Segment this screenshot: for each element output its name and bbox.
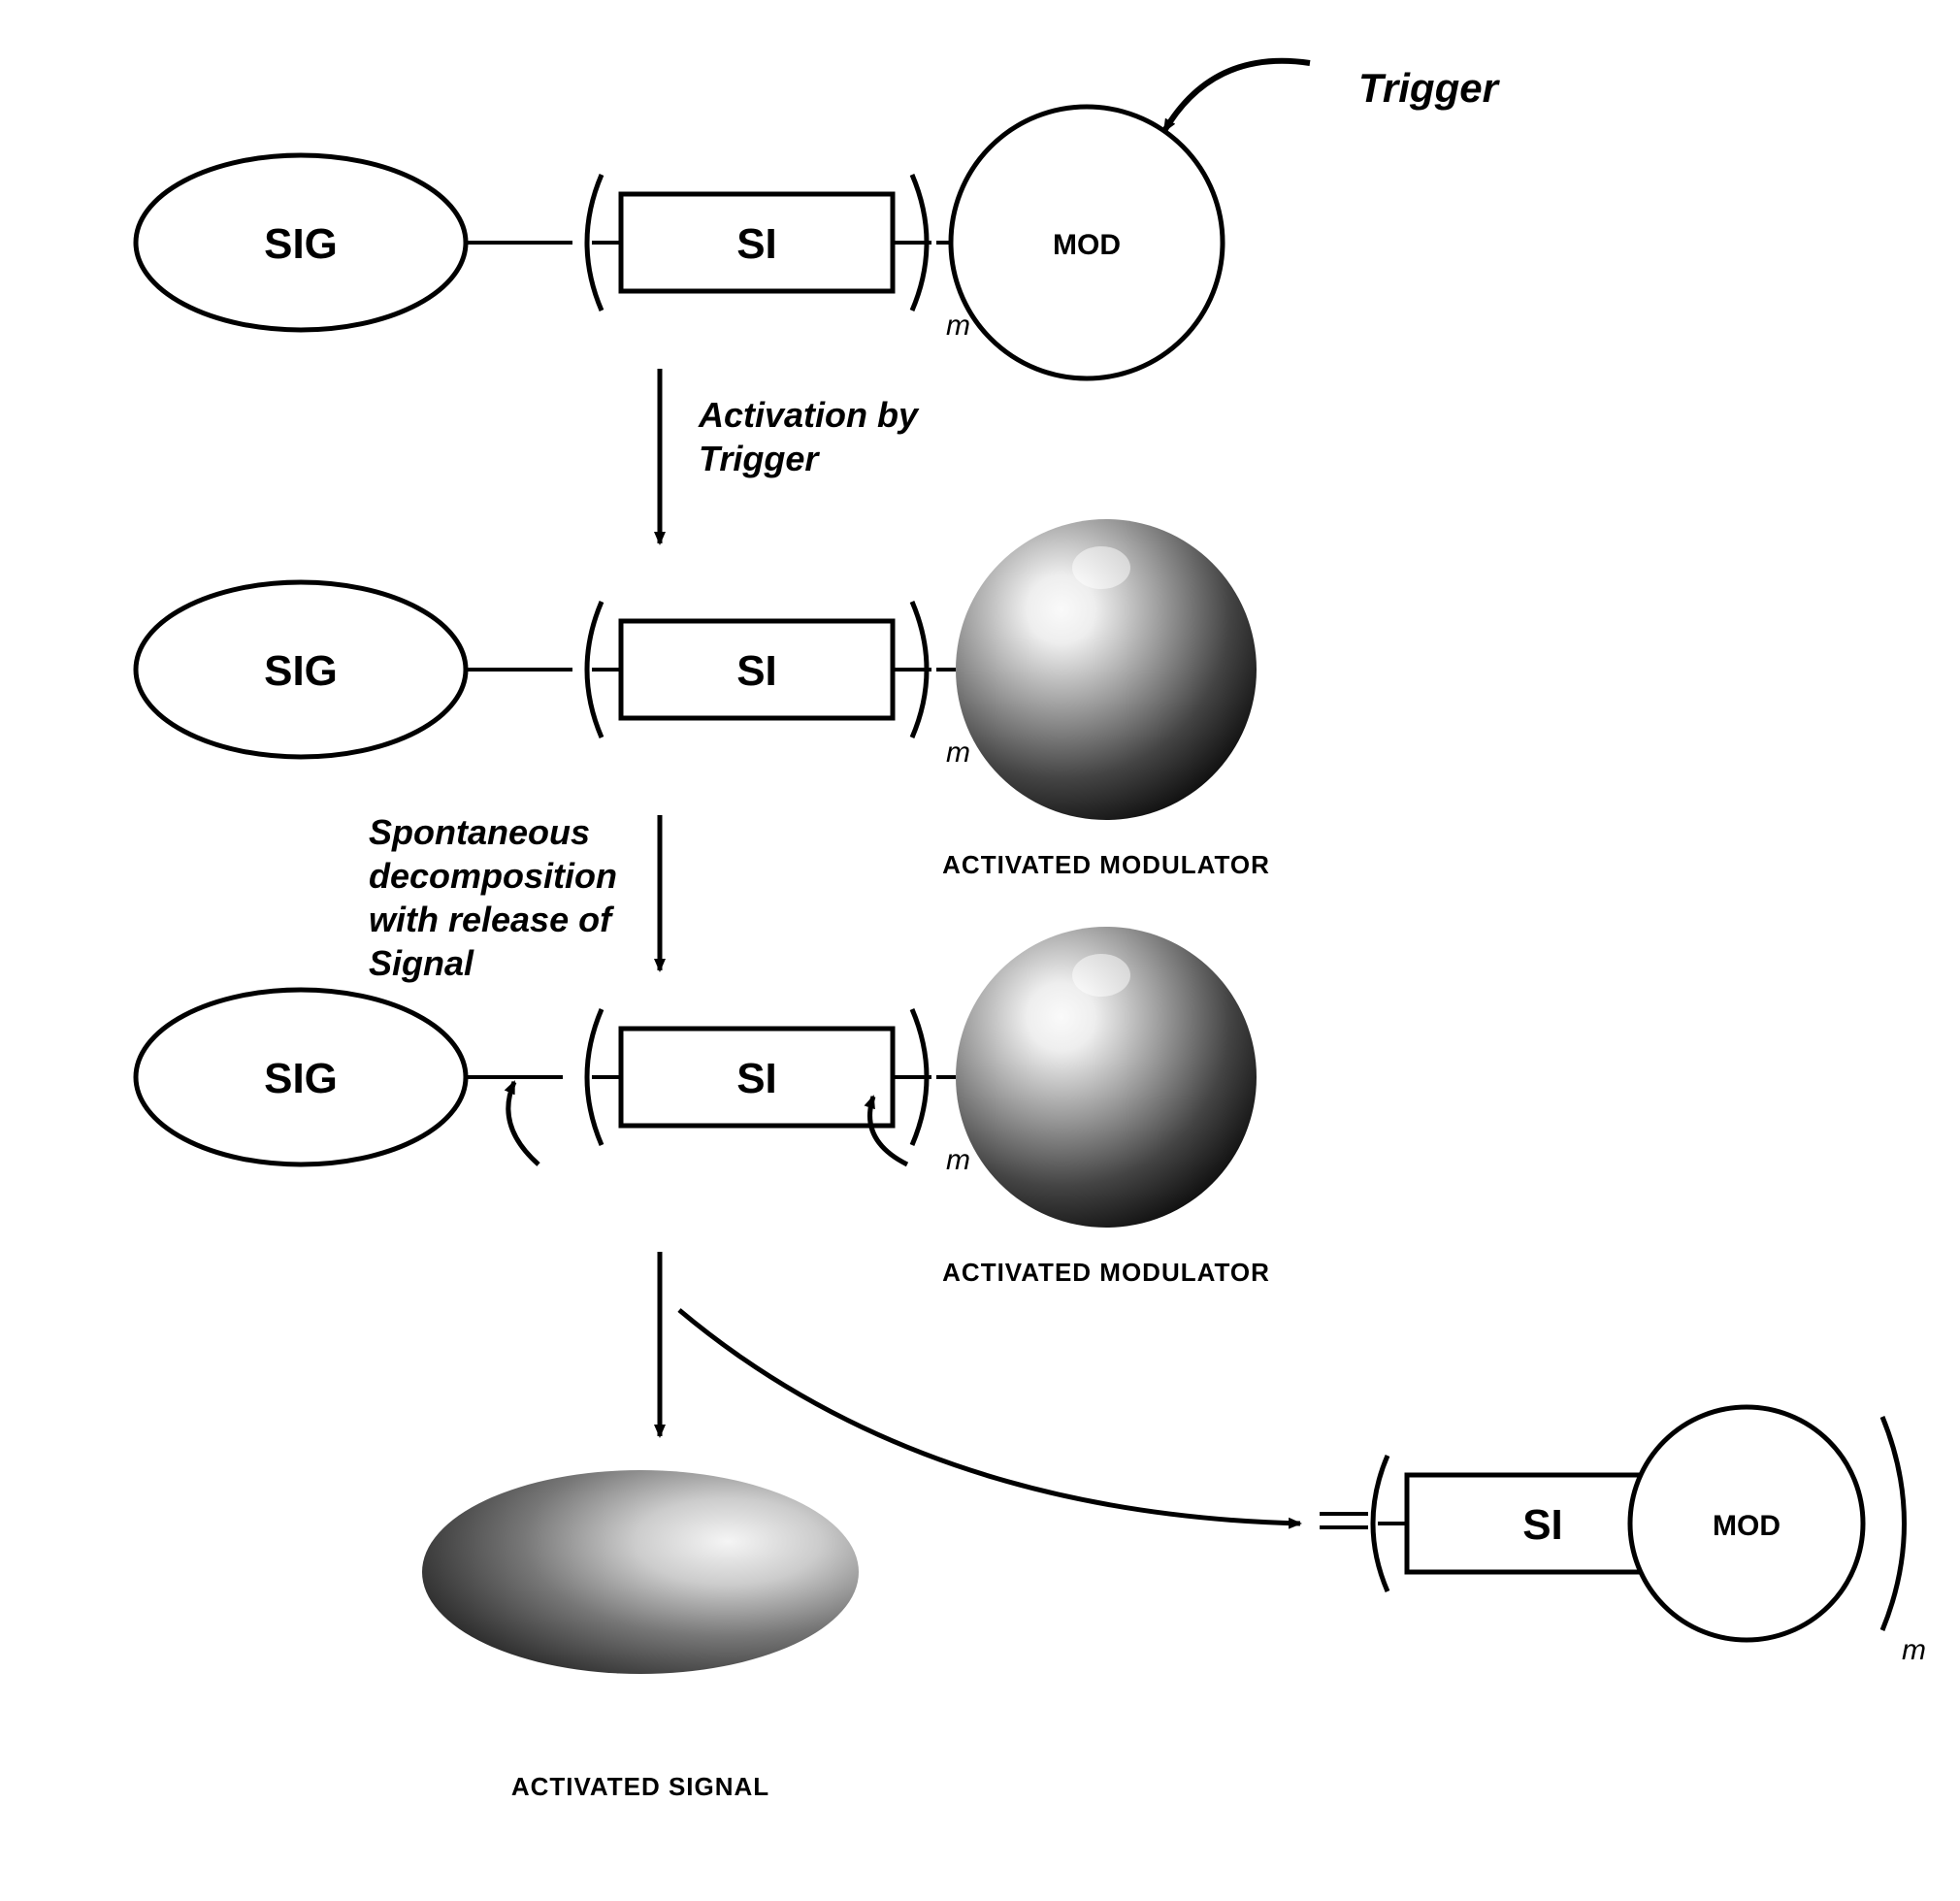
sig-label-1: SIG: [264, 220, 338, 268]
trigger-label: Trigger: [1358, 65, 1501, 111]
si-label-2: SI: [736, 647, 777, 695]
si-label-3: SI: [736, 1055, 777, 1102]
activated-mod-label-1: ACTIVATED MODULATOR: [942, 850, 1270, 879]
mod-label-2: MOD: [1713, 1510, 1780, 1542]
sphere-highlight-2: [1072, 954, 1130, 997]
m-label-3: m: [946, 1144, 970, 1176]
mod-label-1: MOD: [1053, 229, 1121, 261]
diagram-canvas: Trigger SIG SI m MOD Activation by Trigg…: [0, 0, 1960, 1896]
si-label-1: SI: [736, 220, 777, 268]
sphere-highlight-1: [1072, 546, 1130, 589]
activation-label-line1: Activation by: [698, 395, 920, 435]
decomp-line4: Signal: [369, 943, 474, 983]
activated-signal-ellipse: [422, 1470, 859, 1674]
break-arrow-left: [508, 1082, 539, 1164]
activated-signal-label: ACTIVATED SIGNAL: [511, 1772, 769, 1801]
m-label-1: m: [946, 310, 970, 342]
activation-label-line2: Trigger: [699, 439, 820, 478]
decomp-line1: Spontaneous: [369, 812, 590, 852]
decomp-line2: decomposition: [369, 856, 617, 896]
si-label-4: SI: [1522, 1501, 1563, 1549]
sig-label-3: SIG: [264, 1055, 338, 1102]
trigger-arrow: [1164, 61, 1310, 131]
activated-mod-label-2: ACTIVATED MODULATOR: [942, 1258, 1270, 1287]
m-label-2: m: [946, 737, 970, 769]
m-label-4: m: [1902, 1634, 1926, 1666]
decomp-line3: with release of: [369, 900, 614, 939]
diagram-svg: Trigger SIG SI m MOD Activation by Trigg…: [0, 0, 1960, 1896]
sig-label-2: SIG: [264, 647, 338, 695]
paren-right-4: [1882, 1417, 1905, 1630]
